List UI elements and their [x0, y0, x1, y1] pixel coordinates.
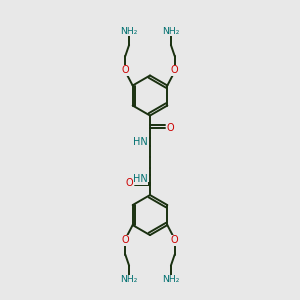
Text: O: O — [171, 65, 178, 75]
Text: O: O — [126, 178, 133, 188]
Text: O: O — [171, 236, 178, 245]
Text: NH₂: NH₂ — [162, 26, 180, 35]
Text: HN: HN — [133, 137, 148, 147]
Text: O: O — [167, 123, 174, 133]
Text: NH₂: NH₂ — [162, 275, 180, 284]
Text: O: O — [122, 236, 129, 245]
Text: HN: HN — [133, 174, 148, 184]
Text: NH₂: NH₂ — [120, 275, 138, 284]
Text: O: O — [122, 65, 129, 75]
Text: NH₂: NH₂ — [120, 26, 138, 35]
